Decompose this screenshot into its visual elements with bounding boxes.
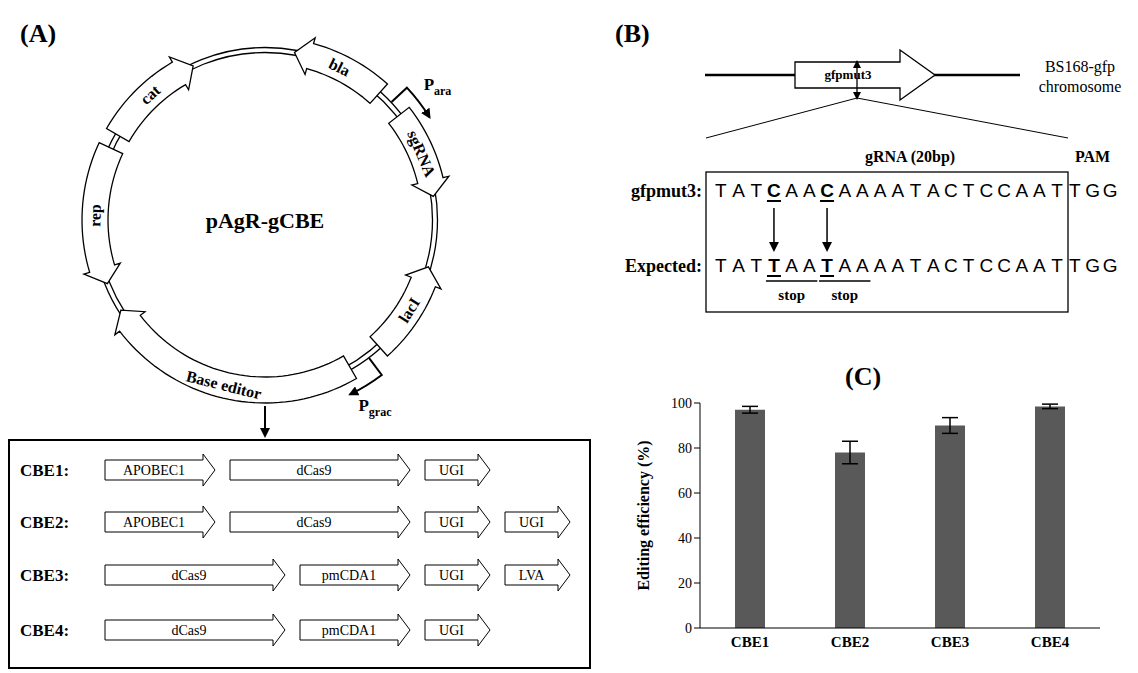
svg-text:A: A [892, 180, 905, 201]
svg-text:A: A [732, 180, 745, 201]
svg-text:UGI: UGI [439, 515, 464, 530]
svg-text:T: T [910, 180, 922, 201]
svg-text:UGI: UGI [439, 568, 464, 583]
svg-text:60: 60 [678, 486, 692, 501]
svg-text:pmCDA1: pmCDA1 [322, 623, 376, 638]
svg-text:T: T [1069, 180, 1081, 201]
svg-text:chromosome: chromosome [1039, 78, 1122, 95]
svg-text:lacI: lacI [395, 295, 423, 326]
svg-text:20: 20 [678, 576, 692, 591]
svg-text:C: C [997, 180, 1011, 201]
svg-text:gfpmut3:: gfpmut3: [631, 181, 702, 201]
svg-text:Editing efficiency (%): Editing efficiency (%) [635, 440, 653, 590]
svg-text:C: C [944, 255, 958, 276]
svg-text:CBE4:: CBE4: [20, 621, 69, 640]
svg-text:A: A [927, 255, 940, 276]
svg-text:UGI: UGI [439, 463, 464, 478]
svg-text:T: T [1051, 255, 1063, 276]
svg-text:A: A [803, 180, 816, 201]
svg-text:40: 40 [678, 531, 692, 546]
svg-text:CBE2: CBE2 [831, 634, 869, 650]
svg-text:CBE3:: CBE3: [20, 566, 69, 585]
svg-text:A: A [874, 255, 887, 276]
svg-text:A: A [1015, 180, 1028, 201]
svg-text:T: T [715, 255, 727, 276]
svg-text:Expected:: Expected: [625, 256, 702, 276]
svg-text:C: C [820, 180, 834, 201]
svg-text:C: C [944, 180, 958, 201]
svg-text:T: T [910, 255, 922, 276]
svg-text:A: A [856, 180, 869, 201]
svg-text:rep: rep [86, 204, 105, 227]
svg-text:G: G [1085, 180, 1100, 201]
svg-text:CBE1: CBE1 [731, 634, 769, 650]
svg-text:Para: Para [424, 75, 452, 98]
svg-text:A: A [785, 255, 798, 276]
svg-text:T: T [963, 255, 975, 276]
svg-text:T: T [1051, 180, 1063, 201]
svg-text:Base editor: Base editor [185, 367, 264, 402]
svg-text:A: A [892, 255, 905, 276]
svg-text:stop: stop [778, 287, 805, 303]
svg-text:A: A [1033, 180, 1046, 201]
svg-text:APOBEC1: APOBEC1 [123, 463, 185, 478]
svg-text:A: A [1015, 255, 1028, 276]
svg-text:PAM: PAM [1075, 148, 1110, 165]
svg-text:dCas9: dCas9 [297, 463, 332, 478]
svg-text:T: T [715, 180, 727, 201]
svg-text:T: T [963, 180, 975, 201]
svg-text:T: T [750, 180, 762, 201]
svg-text:dCas9: dCas9 [297, 515, 332, 530]
svg-text:C: C [979, 255, 993, 276]
svg-text:A: A [874, 180, 887, 201]
svg-text:stop: stop [831, 287, 858, 303]
svg-text:Pgrac: Pgrac [358, 396, 392, 419]
svg-text:CBE2:: CBE2: [20, 513, 69, 532]
svg-text:G: G [1103, 255, 1118, 276]
svg-text:T: T [768, 255, 780, 276]
svg-text:C: C [767, 180, 781, 201]
svg-text:CBE4: CBE4 [1031, 634, 1070, 650]
svg-text:A: A [838, 180, 851, 201]
svg-text:UGI: UGI [439, 623, 464, 638]
svg-text:A: A [856, 255, 869, 276]
svg-text:BS168-gfp: BS168-gfp [1045, 58, 1115, 76]
svg-text:C: C [997, 255, 1011, 276]
svg-text:G: G [1103, 180, 1118, 201]
svg-text:T: T [750, 255, 762, 276]
svg-text:(B): (B) [615, 19, 650, 48]
svg-text:G: G [1085, 255, 1100, 276]
svg-text:gRNA (20bp): gRNA (20bp) [865, 148, 955, 166]
svg-text:dCas9: dCas9 [172, 568, 207, 583]
svg-text:(A): (A) [20, 19, 56, 48]
svg-text:A: A [732, 255, 745, 276]
svg-text:cat: cat [137, 81, 164, 108]
svg-text:C: C [979, 180, 993, 201]
svg-text:A: A [927, 180, 940, 201]
svg-text:LVA: LVA [519, 568, 546, 583]
html-text:(C): (C) [845, 362, 882, 391]
svg-text:T: T [1069, 255, 1081, 276]
svg-text:100: 100 [671, 396, 692, 411]
svg-text:80: 80 [678, 441, 692, 456]
svg-text:UGI: UGI [519, 515, 544, 530]
svg-text:CBE3: CBE3 [931, 634, 969, 650]
svg-text:dCas9: dCas9 [172, 623, 207, 638]
svg-text:A: A [838, 255, 851, 276]
svg-text:APOBEC1: APOBEC1 [123, 515, 185, 530]
svg-text:A: A [785, 180, 798, 201]
svg-text:T: T [821, 255, 833, 276]
svg-text:0: 0 [685, 621, 692, 636]
svg-text:A: A [803, 255, 816, 276]
svg-text:sgRNA: sgRNA [403, 128, 439, 180]
svg-text:gfpmut3: gfpmut3 [825, 67, 872, 82]
svg-text:pAgR-gCBE: pAgR-gCBE [206, 208, 325, 233]
svg-text:pmCDA1: pmCDA1 [322, 568, 376, 583]
svg-text:CBE1:: CBE1: [20, 461, 69, 480]
svg-text:A: A [1033, 255, 1046, 276]
svg-text:bla: bla [326, 55, 353, 80]
